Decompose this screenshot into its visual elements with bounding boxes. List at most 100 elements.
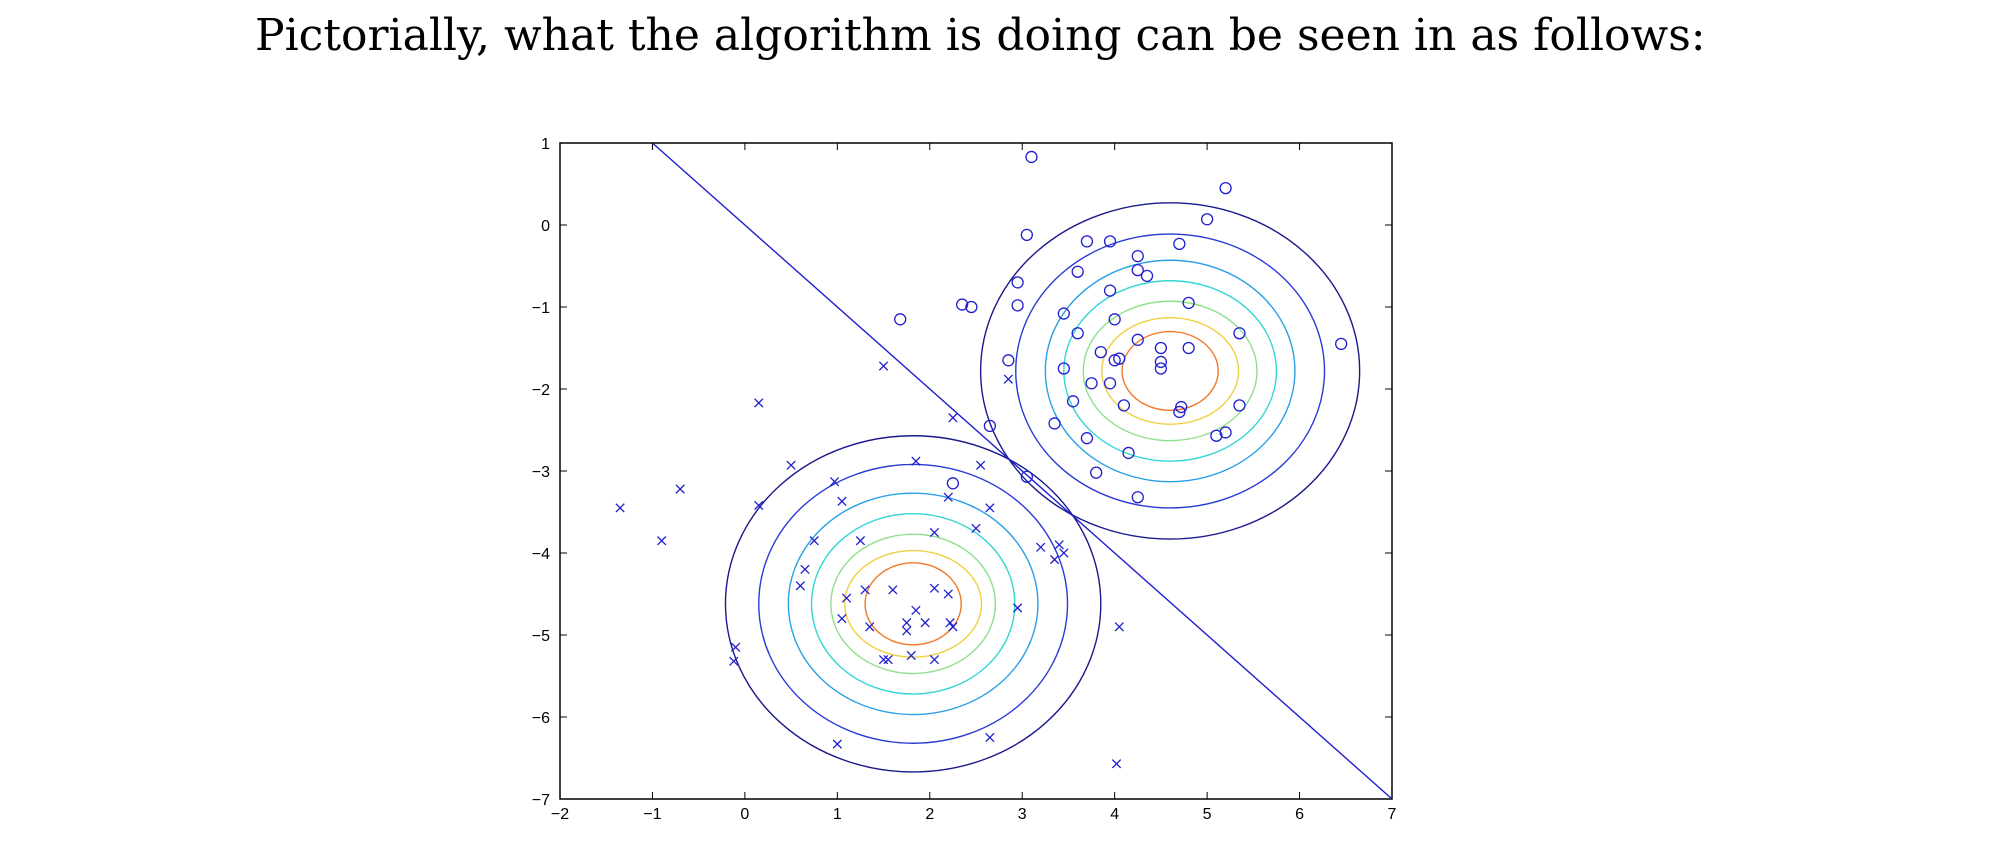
circle-marker — [1117, 399, 1131, 412]
y-tick-label: −5 — [532, 628, 550, 645]
x-marker — [945, 618, 955, 628]
circle-marker — [1071, 265, 1084, 278]
x-tick-label: −1 — [643, 806, 661, 823]
x-marker — [855, 536, 866, 546]
circle-marker — [1048, 417, 1061, 430]
decision-boundary — [651, 142, 1393, 800]
circle-marker — [946, 477, 960, 490]
x-marker — [675, 484, 685, 494]
circle-marker — [1025, 150, 1038, 164]
circle-marker — [965, 300, 978, 314]
x-marker — [809, 536, 819, 546]
x-marker — [971, 523, 981, 534]
contour-g2-level-5 — [1082, 300, 1258, 442]
contour-g1-level-1 — [724, 435, 1102, 773]
data-points — [615, 150, 1348, 769]
decision-boundary-line — [651, 142, 1393, 800]
x-marker — [878, 361, 889, 371]
x-marker — [729, 656, 739, 666]
contour-g2-level-1 — [979, 202, 1361, 540]
x-marker — [943, 589, 953, 599]
circle-marker — [983, 419, 997, 433]
circle-marker — [1154, 355, 1168, 369]
x-marker — [615, 503, 625, 513]
x-marker — [786, 460, 796, 470]
contour-g1-level-7 — [864, 562, 962, 646]
circle-marker — [1173, 237, 1186, 251]
x-marker — [1111, 759, 1122, 769]
x-marker — [1054, 540, 1064, 550]
x-marker — [841, 593, 852, 603]
x-marker — [860, 585, 870, 595]
circle-marker — [955, 298, 969, 311]
contour-g2-level-3 — [1044, 259, 1296, 483]
x-marker — [985, 732, 995, 743]
x-marker — [754, 398, 764, 408]
circle-marker — [1219, 181, 1232, 195]
axis-ticks: −2 −1 0 1 2 3 4 5 6 7 1 0 −1 −2 −3 −4 −5 −6 −7 — [532, 136, 1397, 823]
x-marker — [883, 654, 893, 665]
circle-marker — [1122, 446, 1135, 460]
x-tick-label: 5 — [1203, 806, 1212, 823]
circle-marker — [894, 313, 907, 326]
x-marker — [902, 626, 912, 636]
x-marker — [1012, 603, 1023, 613]
x-marker — [837, 496, 847, 506]
contour-g2-level-7 — [1121, 330, 1219, 412]
circle-marker — [1002, 354, 1015, 367]
circle-marker — [1066, 395, 1080, 408]
circle-marker — [1085, 377, 1098, 390]
circle-marker — [1219, 426, 1232, 439]
x-marker — [906, 650, 916, 661]
circle-marker — [1108, 313, 1121, 326]
circle-marker — [1173, 405, 1186, 419]
x-tick-label: 7 — [1388, 806, 1397, 823]
circle-marker — [1131, 491, 1144, 504]
x-marker — [888, 585, 898, 595]
y-tick-label: −3 — [532, 464, 550, 481]
y-tick-label: −4 — [532, 546, 550, 563]
contour-g1-level-3 — [787, 492, 1039, 716]
circle-marker — [1131, 250, 1144, 263]
x-marker — [929, 583, 940, 593]
y-tick-label: −1 — [532, 300, 550, 317]
circle-marker — [1020, 470, 1033, 483]
x-marker — [1049, 554, 1060, 565]
x-marker — [943, 492, 953, 502]
x-tick-label: 3 — [1018, 806, 1027, 823]
circle-marker — [1020, 228, 1033, 241]
contour-g2-level-6 — [1101, 316, 1240, 425]
circle-marker — [1057, 307, 1070, 320]
circle-marker — [1131, 263, 1144, 277]
x-marker — [837, 613, 847, 624]
x-marker — [948, 413, 958, 423]
circle-marker — [1335, 337, 1348, 351]
circle-marker — [1113, 352, 1126, 365]
intro-text: Pictorially, what the algorithm is doing… — [255, 10, 1706, 61]
x-marker — [865, 622, 875, 632]
circle-marker — [1090, 466, 1103, 479]
x-tick-label: 6 — [1295, 806, 1304, 823]
x-marker — [730, 642, 741, 652]
circle-marker — [1182, 341, 1195, 355]
contour-g1-level-5 — [830, 533, 997, 675]
circle-marker — [1071, 327, 1084, 340]
y-tick-label: −2 — [532, 382, 550, 399]
circle-marker — [1233, 399, 1246, 412]
y-tick-label: −7 — [532, 792, 550, 809]
y-tick-label: 1 — [541, 136, 550, 153]
circle-marker — [1154, 341, 1168, 355]
x-marker — [1059, 548, 1069, 558]
x-tick-label: −2 — [551, 806, 569, 823]
x-marker — [920, 618, 930, 628]
x-marker — [795, 581, 806, 591]
circle-marker — [1182, 296, 1195, 310]
x-marker — [754, 500, 764, 511]
circle-marker — [1131, 333, 1144, 346]
circle-marker — [1103, 235, 1117, 248]
circle-marker — [1094, 345, 1107, 359]
plot-frame — [559, 142, 1393, 800]
circle-marker — [1080, 235, 1094, 248]
contour-g1-level-4 — [810, 512, 1016, 695]
